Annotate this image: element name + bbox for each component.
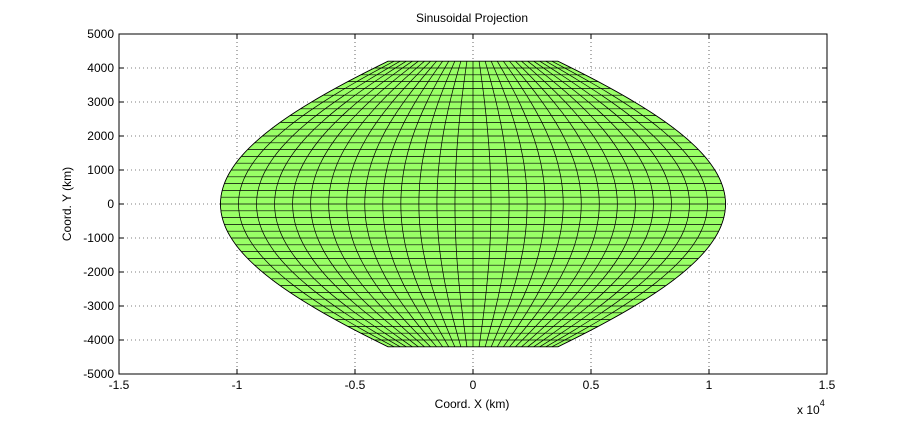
meridian-line <box>238 60 395 348</box>
y-tick-label: -1000 <box>83 231 114 245</box>
meridian-line <box>418 61 456 347</box>
meridian-line <box>400 61 450 347</box>
meridian-line <box>557 60 726 348</box>
meridian-line <box>436 61 462 347</box>
meridian-line <box>496 61 546 347</box>
x-tick-label: -1.5 <box>109 378 130 392</box>
meridian-line <box>503 60 564 348</box>
map-layer <box>220 60 726 348</box>
meridian-line <box>292 60 413 348</box>
y-tick-label: 1000 <box>87 163 114 177</box>
x-tick-label: 0.5 <box>583 378 600 392</box>
chart-title: Sinusoidal Projection <box>416 11 528 25</box>
meridian-line <box>310 60 419 348</box>
x-exponent-base: x 10 <box>797 403 820 417</box>
x-tick-label: -0.5 <box>345 378 366 392</box>
x-axis-label: Coord. X (km) <box>435 397 510 411</box>
y-tick-label: 5000 <box>87 27 114 41</box>
meridian-line <box>274 60 407 348</box>
y-axis-label: Coord. Y (km) <box>60 167 74 241</box>
x-tick-label: 1.5 <box>819 378 836 392</box>
meridian-line <box>515 60 600 348</box>
meridian-line <box>364 60 437 348</box>
x-tick-label: 1 <box>706 378 713 392</box>
meridian-line <box>256 60 401 348</box>
meridian-line <box>521 60 618 348</box>
y-tick-label: -2000 <box>83 265 114 279</box>
meridian-line <box>539 60 672 348</box>
x-tick-label: 0 <box>470 378 477 392</box>
meridian-line <box>545 60 690 348</box>
y-tick-label: 3000 <box>87 95 114 109</box>
meridian-line <box>551 60 708 348</box>
meridian-line <box>533 60 654 348</box>
y-tick-label: -4000 <box>83 333 114 347</box>
x-tick-label: -1 <box>232 378 243 392</box>
meridian-line <box>490 61 528 347</box>
y-tick-label: -3000 <box>83 299 114 313</box>
meridian-line <box>527 60 636 348</box>
x-exponent-label: x 104 <box>797 398 825 417</box>
meridian-line <box>509 60 582 348</box>
meridian-line <box>478 61 492 347</box>
meridian-line <box>382 60 443 348</box>
x-exponent-power: 4 <box>820 398 825 408</box>
y-tick-label: 2000 <box>87 129 114 143</box>
y-tick-label: 0 <box>107 197 114 211</box>
meridian-line <box>346 60 431 348</box>
y-tick-label: -5000 <box>83 367 114 381</box>
meridian-line <box>328 60 425 348</box>
y-tick-label: 4000 <box>87 61 114 75</box>
meridian-line <box>484 61 510 347</box>
meridian-line <box>454 61 468 347</box>
meridian-line <box>220 60 389 348</box>
tick-layer: -1.5 -1 -0.5 0 0.5 1 1.5 -5000 -4000 -3000 -2000 -1… <box>83 27 835 392</box>
